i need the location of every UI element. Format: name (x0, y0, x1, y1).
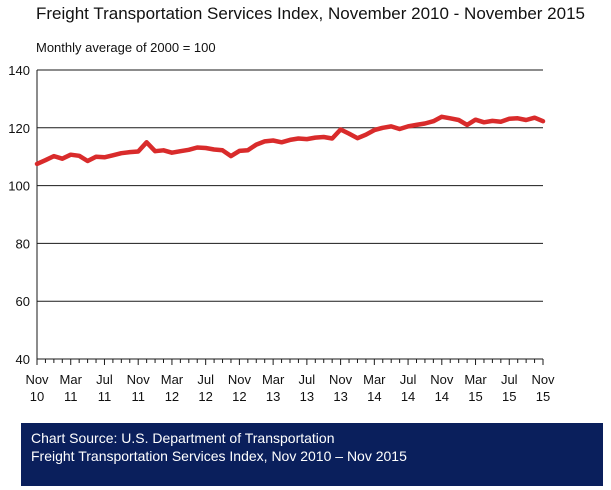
series-line-freight-index (34, 114, 546, 167)
x-tick-label-year: 12 (232, 389, 246, 404)
chart-subtitle: Monthly average of 2000 = 100 (36, 40, 216, 55)
x-tick-label-month: Mar (464, 372, 487, 387)
x-tick-label-year: 11 (131, 389, 145, 404)
y-tick-label-60: 60 (16, 294, 30, 309)
x-tick-label-month: Jul (400, 372, 417, 387)
x-tick-label-year: 14 (401, 389, 415, 404)
y-tick-label-80: 80 (16, 236, 30, 251)
y-tick-label-120: 120 (8, 121, 30, 136)
x-tick-label-year: 13 (300, 389, 314, 404)
x-tick-label-year: 13 (266, 389, 280, 404)
x-tick-label-month: Nov (228, 372, 252, 387)
y-tick-label-40: 40 (16, 352, 30, 367)
x-tick-label-year: 12 (165, 389, 179, 404)
x-tick-label-month: Mar (60, 372, 83, 387)
x-tick-label-year: 14 (367, 389, 381, 404)
source-line-2: Freight Transportation Services Index, N… (31, 448, 407, 464)
source-line-1: Chart Source: U.S. Department of Transpo… (31, 430, 335, 446)
chart-source-box: Chart Source: U.S. Department of Transpo… (21, 423, 603, 486)
x-tick-label-year: 12 (198, 389, 212, 404)
line-chart: 40 60 80 100 120 140 Nov 10 Mar 11 Jul 11 Nov 11 Mar 12… (8, 63, 555, 404)
x-tick-label-year: 15 (468, 389, 482, 404)
x-tick-label-month: Nov (25, 372, 49, 387)
x-tick-label-month: Nov (531, 372, 555, 387)
x-tick-label-year: 15 (502, 389, 516, 404)
x-tick-label-month: Jul (299, 372, 316, 387)
x-tick-label-month: Jul (96, 372, 113, 387)
chart-title: Freight Transportation Services Index, N… (36, 4, 585, 23)
x-tick-label-month: Mar (161, 372, 184, 387)
x-tick-label-month: Mar (363, 372, 386, 387)
x-tick-label-month: Jul (197, 372, 214, 387)
x-tick-label-year: 11 (98, 389, 112, 404)
y-tick-label-100: 100 (8, 179, 30, 194)
x-tick-label-year: 15 (536, 389, 550, 404)
x-tick-label-month: Mar (262, 372, 285, 387)
x-tick-label-month: Jul (501, 372, 518, 387)
x-tick-label-year: 14 (435, 389, 449, 404)
x-tick-label-year: 13 (333, 389, 347, 404)
x-tick-label-month: Nov (430, 372, 454, 387)
x-tick-label-month: Nov (329, 372, 353, 387)
y-tick-label-140: 140 (8, 63, 30, 78)
x-tick-label-month: Nov (127, 372, 151, 387)
x-tick-label-year: 10 (30, 389, 44, 404)
x-tick-label-year: 11 (64, 389, 78, 404)
